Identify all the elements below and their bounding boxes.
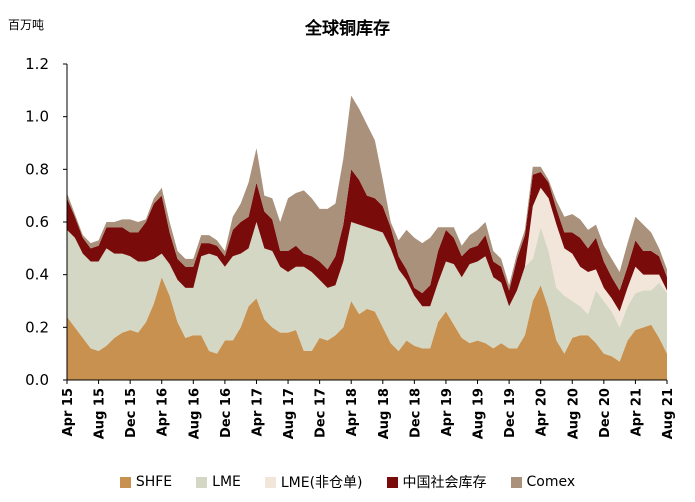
legend-label-china-social: 中国社会库存: [402, 475, 487, 491]
legend-item-lme: LME: [196, 474, 241, 490]
y-axis-unit-label: 百万吨: [8, 18, 45, 32]
x-tick-label: Apr 15: [61, 388, 76, 436]
area-series-1: [67, 222, 667, 362]
x-tick-label: Aug 21: [661, 388, 676, 439]
y-tick-label: 0.8: [25, 160, 49, 178]
legend-label-shfe: SHFE: [135, 474, 173, 490]
x-tick-label: Aug 19: [472, 388, 487, 439]
area-series-0: [67, 277, 667, 380]
legend-swatch-shfe: [119, 476, 131, 488]
x-tick-label: Apr 18: [345, 388, 360, 436]
area-series-3: [67, 169, 667, 312]
y-tick-label: 0.4: [25, 266, 49, 284]
legend-label-comex: Comex: [526, 474, 576, 490]
y-axis: 0.0 0.2 0.4 0.6 0.8 1.0 1.2: [25, 55, 68, 389]
x-tick-label: Aug 16: [187, 388, 202, 439]
legend-swatch-china-social: [386, 476, 398, 488]
legend: SHFE LME LME(非仓单) 中国社会库存 Comex: [0, 472, 695, 492]
legend-swatch-comex: [510, 476, 522, 488]
legend-item-comex: Comex: [510, 474, 576, 490]
x-tick-label: Dec 16: [219, 388, 234, 438]
x-tick-label: Apr 19: [440, 388, 455, 436]
x-tick-label: Aug 15: [93, 388, 108, 439]
x-tick-label: Dec 19: [503, 388, 518, 438]
x-tick-label: Apr 20: [535, 388, 550, 436]
legend-swatch-lme: [196, 476, 208, 488]
y-tick-label: 0.2: [25, 318, 49, 336]
x-axis: Apr 15 Aug 15 Dec 15 Apr 16 Aug 16 Dec 16 Apr …: [61, 379, 676, 439]
y-tick-label: 0.6: [25, 213, 49, 231]
x-tick-label: Apr 21: [629, 388, 644, 436]
legend-item-lme-non-warrant: LME(非仓单): [264, 472, 363, 492]
x-tick-label: Dec 20: [598, 388, 613, 438]
legend-label-lme: LME: [212, 474, 241, 490]
x-tick-label: Apr 17: [250, 388, 265, 436]
x-tick-label: Dec 15: [124, 388, 139, 438]
legend-swatch-lme-non-warrant: [264, 476, 276, 488]
x-tick-label: Dec 18: [408, 388, 423, 438]
area-layers: [67, 95, 667, 380]
area-series-4: [67, 95, 667, 294]
x-tick-label: Aug 20: [566, 388, 581, 439]
legend-label-lme-non-warrant: LME(非仓单): [280, 475, 363, 491]
x-tick-label: Dec 17: [314, 388, 329, 438]
y-tick-label: 1.2: [25, 55, 49, 73]
chart-title: 全球铜库存: [305, 19, 390, 39]
x-tick-label: Aug 18: [377, 388, 392, 439]
legend-item-china-social: 中国社会库存: [386, 472, 487, 492]
x-tick-label: Aug 17: [282, 388, 297, 439]
y-tick-label: 0.0: [25, 371, 49, 389]
legend-item-shfe: SHFE: [119, 474, 173, 490]
x-tick-label: Apr 16: [156, 388, 171, 436]
y-tick-label: 1.0: [25, 108, 49, 126]
